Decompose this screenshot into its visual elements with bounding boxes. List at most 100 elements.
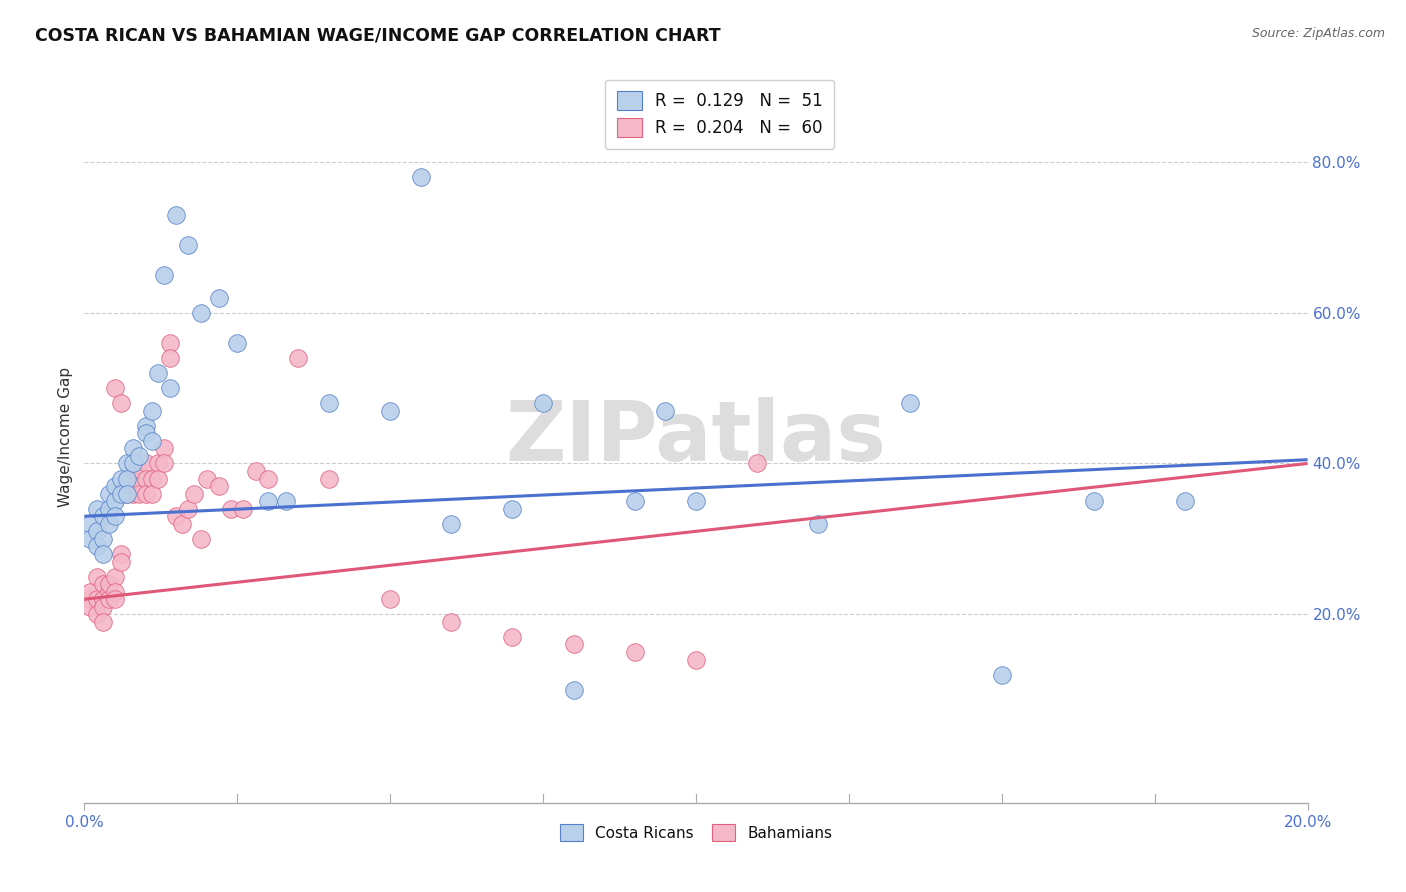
Point [146, 366, 169, 380]
Point [380, 592, 402, 607]
Point [624, 645, 647, 659]
Point [440, 516, 463, 531]
Point [128, 449, 150, 463]
Point [276, 494, 298, 508]
Point [208, 479, 231, 493]
Point [86, 569, 108, 583]
Point [128, 486, 150, 500]
Point [141, 434, 163, 448]
Point [159, 335, 181, 350]
Point [115, 486, 138, 500]
Point [135, 457, 157, 471]
Point [991, 667, 1014, 681]
Point [153, 442, 176, 456]
Point [128, 479, 150, 493]
Point [208, 291, 231, 305]
Point [141, 403, 163, 417]
Legend: Costa Ricans, Bahamians: Costa Ricans, Bahamians [551, 815, 841, 850]
Point [97, 584, 120, 599]
Point [97, 516, 120, 531]
Point [1083, 494, 1105, 508]
Point [257, 471, 280, 485]
Point [79, 599, 101, 614]
Point [287, 351, 309, 365]
Point [135, 471, 157, 485]
Point [502, 501, 524, 516]
Point [159, 351, 181, 365]
Point [232, 501, 254, 516]
Point [91, 615, 114, 629]
Point [86, 607, 108, 622]
Point [135, 486, 157, 500]
Point [104, 381, 127, 395]
Point [141, 471, 163, 485]
Point [104, 509, 127, 524]
Point [86, 524, 108, 539]
Point [257, 494, 280, 508]
Point [562, 637, 585, 651]
Point [110, 471, 132, 485]
Point [97, 501, 120, 516]
Point [122, 479, 145, 493]
Point [91, 532, 114, 546]
Point [97, 577, 120, 591]
Point [624, 494, 647, 508]
Text: ZIPatlas: ZIPatlas [506, 397, 886, 477]
Point [104, 592, 127, 607]
Point [172, 516, 194, 531]
Point [654, 403, 676, 417]
Point [502, 630, 524, 644]
Point [86, 540, 108, 554]
Point [115, 486, 138, 500]
Point [165, 509, 187, 524]
Point [91, 509, 114, 524]
Point [226, 335, 249, 350]
Point [86, 501, 108, 516]
Point [141, 486, 163, 500]
Point [91, 577, 114, 591]
Point [122, 457, 145, 471]
Point [898, 396, 921, 410]
Point [685, 652, 707, 666]
Point [115, 471, 138, 485]
Point [531, 396, 554, 410]
Point [153, 457, 176, 471]
Point [79, 532, 101, 546]
Point [562, 682, 585, 697]
Point [122, 442, 145, 456]
Point [1174, 494, 1197, 508]
Point [91, 599, 114, 614]
Point [79, 592, 101, 607]
Point [79, 584, 101, 599]
Point [146, 471, 169, 485]
Point [190, 532, 212, 546]
Point [195, 471, 218, 485]
Point [245, 464, 267, 478]
Point [79, 516, 101, 531]
Point [183, 486, 205, 500]
Point [380, 403, 402, 417]
Point [110, 486, 132, 500]
Point [318, 396, 340, 410]
Point [685, 494, 707, 508]
Point [104, 479, 127, 493]
Text: COSTA RICAN VS BAHAMIAN WAGE/INCOME GAP CORRELATION CHART: COSTA RICAN VS BAHAMIAN WAGE/INCOME GAP … [35, 27, 721, 45]
Point [97, 486, 120, 500]
Point [115, 479, 138, 493]
Point [91, 547, 114, 561]
Point [115, 457, 138, 471]
Point [190, 306, 212, 320]
Point [104, 569, 127, 583]
Point [135, 418, 157, 433]
Point [115, 471, 138, 485]
Point [91, 592, 114, 607]
Point [165, 208, 187, 222]
Point [409, 169, 432, 184]
Point [110, 547, 132, 561]
Point [153, 268, 176, 282]
Point [219, 501, 242, 516]
Y-axis label: Wage/Income Gap: Wage/Income Gap [58, 367, 73, 508]
Point [122, 486, 145, 500]
Point [146, 457, 169, 471]
Point [177, 237, 200, 252]
